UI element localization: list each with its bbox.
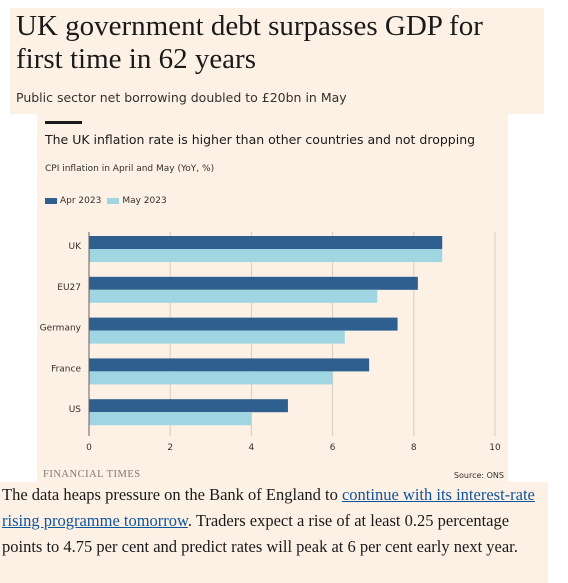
category-label: UK [69, 242, 83, 252]
bar-may-2023 [89, 412, 252, 426]
paragraph-text-end: . Traders expect a rise of at least 0.25… [2, 511, 518, 556]
x-tick-label: 8 [411, 443, 417, 453]
chart-source: Source: ONS [453, 471, 504, 480]
category-label: EU27 [57, 283, 81, 293]
chart-title: The UK inflation rate is higher than oth… [45, 132, 476, 147]
bar-apr-2023 [89, 317, 398, 331]
legend-label-may: May 2023 [122, 196, 167, 206]
interest-rate-link[interactable]: continue with its interest-rate rising p… [2, 485, 535, 530]
bar-may-2023 [89, 371, 333, 385]
legend-swatch-may [107, 198, 120, 204]
legend-item-may: May 2023 [107, 196, 167, 206]
bar-apr-2023 [89, 276, 418, 290]
paragraph-text-start: The data heaps pressure on the Bank of E… [2, 485, 342, 504]
x-tick-label: 6 [330, 443, 336, 453]
publisher-credit: FINANCIAL TIMES [43, 469, 141, 480]
article-paragraph: The data heaps pressure on the Bank of E… [0, 482, 548, 583]
category-label: France [51, 364, 81, 374]
x-tick-label: 0 [86, 443, 92, 453]
article-headline: UK government debt surpasses GDP for fir… [16, 10, 483, 75]
bar-apr-2023 [89, 236, 443, 249]
category-label: Germany [40, 324, 82, 334]
bar-may-2023 [89, 289, 378, 303]
legend-swatch-apr [45, 198, 57, 204]
article-standfirst: Public sector net borrowing doubled to £… [16, 90, 347, 105]
article-header: UK government debt surpasses GDP for fir… [10, 8, 544, 114]
x-tick-label: 2 [167, 443, 173, 453]
bar-apr-2023 [89, 358, 370, 372]
chart-accent-bar [45, 121, 82, 124]
chart-card: The UK inflation rate is higher than oth… [37, 114, 508, 486]
bar-apr-2023 [89, 399, 288, 413]
bar-chart-plot: 0 2 4 6 8 10 UK EU27 Germany France US [40, 232, 501, 453]
legend-item-apr: Apr 2023 [45, 196, 101, 206]
chart-legend: Apr 2023 May 2023 [45, 196, 167, 206]
category-label: US [69, 405, 82, 415]
bar-may-2023 [89, 249, 443, 262]
chart-subtitle: CPI inflation in April and May (YoY, %) [45, 164, 215, 174]
legend-label-apr: Apr 2023 [60, 196, 102, 206]
x-tick-label: 4 [249, 443, 255, 453]
bar-may-2023 [89, 330, 345, 344]
x-tick-label: 10 [489, 443, 501, 453]
